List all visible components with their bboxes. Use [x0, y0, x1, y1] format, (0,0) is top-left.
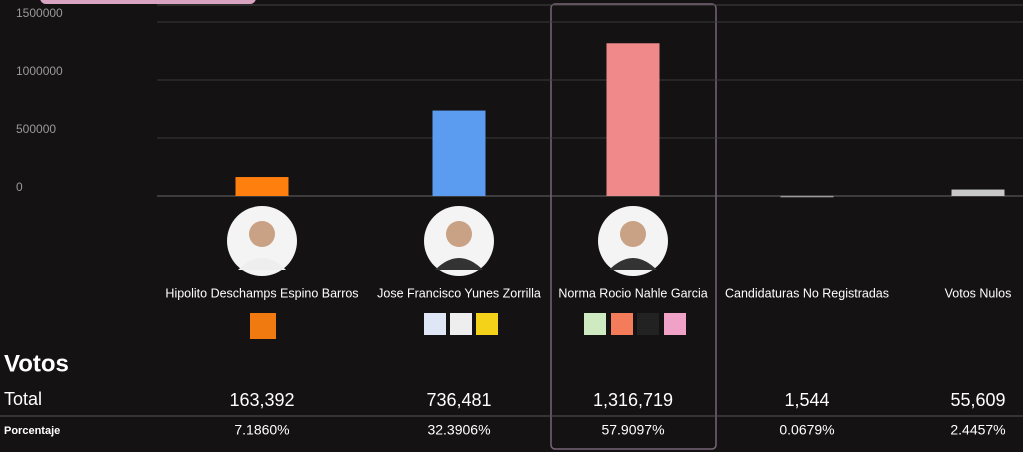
- logo: [424, 313, 446, 335]
- y-tick-label: 500000: [16, 122, 56, 136]
- total-value: 1,316,719: [593, 390, 673, 410]
- candidate-name: Candidaturas No Registradas: [725, 286, 889, 300]
- total-value: 55,609: [950, 390, 1005, 410]
- total-label: Total: [4, 389, 42, 409]
- avatar-body: [238, 258, 286, 270]
- percent-value: 7.1860%: [234, 422, 289, 438]
- avatar-face: [446, 221, 472, 247]
- logo: [637, 313, 659, 335]
- table-title: Votos: [4, 350, 69, 377]
- logos: [250, 313, 686, 339]
- logo: [584, 313, 606, 335]
- percent-label: Porcentaje: [4, 425, 60, 437]
- bar: [606, 43, 660, 197]
- candidate-name: Votos Nulos: [945, 286, 1012, 300]
- avatar-face: [620, 221, 646, 247]
- avatar-body: [435, 258, 483, 270]
- bar: [235, 177, 289, 196]
- bar: [951, 189, 1005, 196]
- percent-value: 0.0679%: [779, 422, 834, 438]
- y-tick-label: 1000000: [16, 64, 63, 78]
- logo: [450, 313, 472, 335]
- bar: [780, 195, 834, 198]
- percent-value: 57.9097%: [601, 422, 664, 438]
- total-value: 1,544: [784, 390, 829, 410]
- total-value: 163,392: [229, 390, 294, 410]
- y-tick-label: 1500000: [16, 6, 63, 20]
- y-tick-label: 0: [16, 180, 23, 194]
- logo: [250, 313, 276, 339]
- candidate-name: Hipolito Deschamps Espino Barros: [165, 286, 358, 300]
- highlight-box: [550, 3, 717, 450]
- tab: [40, 0, 256, 4]
- percent-value: 2.4457%: [950, 422, 1005, 438]
- total-value: 736,481: [426, 390, 491, 410]
- logo: [476, 313, 498, 335]
- candidate-name: Jose Francisco Yunes Zorrilla: [377, 286, 541, 300]
- logo: [611, 313, 633, 335]
- logo: [664, 313, 686, 335]
- bar: [432, 110, 486, 196]
- candidate-name: Norma Rocio Nahle Garcia: [558, 286, 707, 300]
- percent-value: 32.3906%: [427, 422, 490, 438]
- avatar-face: [249, 221, 275, 247]
- avatar-body: [609, 258, 657, 270]
